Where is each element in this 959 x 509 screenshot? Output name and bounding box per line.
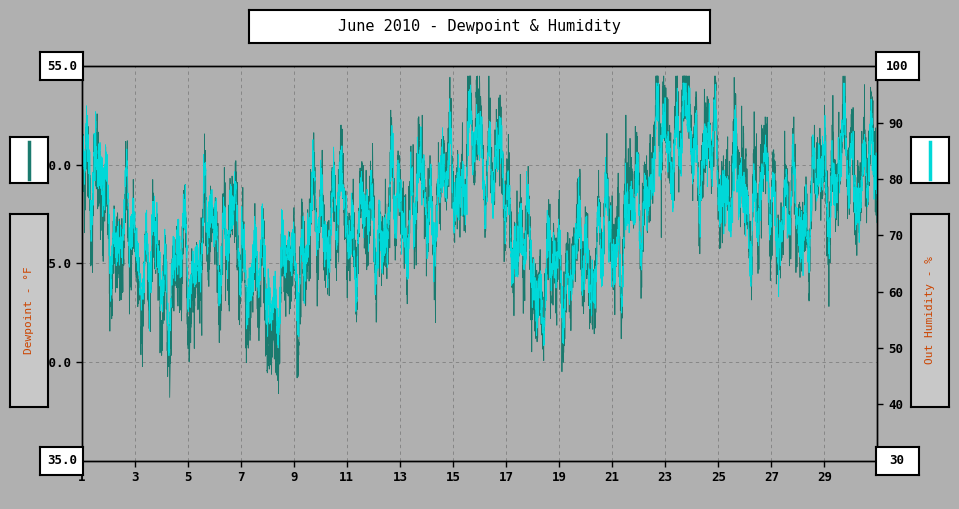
Text: Dewpoint - °F: Dewpoint - °F [24, 267, 34, 354]
Text: 55.0: 55.0 [47, 60, 77, 73]
Text: June 2010 - Dewpoint & Humidity: June 2010 - Dewpoint & Humidity [339, 19, 620, 34]
Text: 35.0: 35.0 [47, 454, 77, 467]
Text: 100: 100 [886, 60, 908, 73]
Text: Out Humidity - %: Out Humidity - % [925, 257, 935, 364]
Text: 30: 30 [890, 454, 904, 467]
